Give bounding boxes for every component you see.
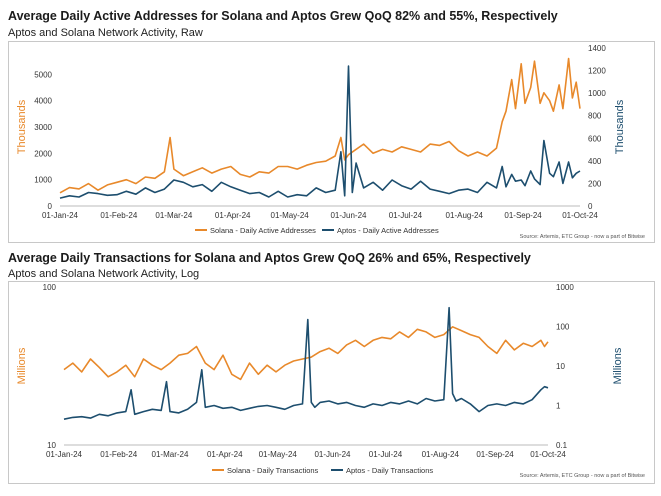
- chart1-x-tick-label: 01-Feb-24: [100, 211, 137, 220]
- chart2-series-line-aptos: [63, 306, 549, 420]
- chart1-series-line-solana: [59, 57, 581, 194]
- chart2-right-tick-label: 10: [556, 362, 565, 371]
- chart2-x-tick-label: 01-Jun-24: [314, 450, 351, 459]
- chart2-title: Average Daily Transactions for Solana an…: [8, 251, 531, 265]
- chart1-x-tick-label: 01-Apr-24: [215, 211, 251, 220]
- chart2-subtitle: Aptos and Solana Network Activity, Log: [8, 268, 200, 280]
- chart2-right-tick-label: 1: [556, 402, 561, 411]
- chart2-x-tick-label: 01-Jul-24: [369, 450, 403, 459]
- chart2-left-tick-label: 100: [43, 283, 57, 292]
- chart2-x-tick-label: 01-Jan-24: [46, 450, 83, 459]
- chart1-x-tick-label: 01-Sep-24: [504, 211, 542, 220]
- chart2-svg: 10 100 0.1 1 10 100 1000 01-Jan-24 01-Feb-24 01-M…: [16, 283, 645, 479]
- chart1-right-tick-label: 1200: [588, 67, 606, 76]
- chart1-right-tick-label: 1000: [588, 89, 606, 98]
- chart1-x-tick-label: 01-Aug-24: [446, 211, 484, 220]
- chart1-x-tick-label: 01-Mar-24: [155, 211, 192, 220]
- chart1-x-tick-label: 01-Jan-24: [42, 211, 79, 220]
- chart2-right-tick-label: 100: [556, 323, 570, 332]
- chart2-right-axis-title: Millions: [612, 347, 624, 384]
- chart1-right-tick-label: 200: [588, 179, 602, 188]
- chart2-right-tick-label: 1000: [556, 283, 574, 292]
- chart1-source-note: Source: Artemis, ETC Group - now a part …: [520, 234, 645, 240]
- chart2-x-tick-label: 01-Apr-24: [207, 450, 243, 459]
- chart1-series-line-aptos: [59, 65, 581, 199]
- chart1-right-tick-label: 0: [588, 202, 593, 211]
- chart2-left-axis-title: Millions: [16, 347, 28, 384]
- chart1-svg: 0 1000 2000 3000 4000 5000 0 200 400 600 800 1000 12…: [16, 44, 645, 240]
- chart1-x-tick-label: 01-Jul-24: [389, 211, 423, 220]
- chart1-left-axis-title: Thousands: [16, 99, 28, 154]
- chart2-x-tick-label: 01-Aug-24: [422, 450, 460, 459]
- chart1-x-tick-label: 01-May-24: [271, 211, 310, 220]
- chart2-right-tick-label: 0.1: [556, 441, 568, 450]
- chart1-legend-label-aptos: Aptos - Daily Active Addresses: [337, 226, 439, 235]
- chart2-x-tick-label: 01-Feb-24: [100, 450, 137, 459]
- chart1-legend-label-solana: Solana - Daily Active Addresses: [210, 226, 316, 235]
- chart1-left-tick-label: 5000: [34, 70, 52, 79]
- chart1-right-tick-label: 600: [588, 134, 602, 143]
- chart1-panel: 0 1000 2000 3000 4000 5000 0 200 400 600 800 1000 12…: [8, 41, 655, 243]
- chart1-left-tick-label: 3000: [34, 123, 52, 132]
- chart2-legend-label-aptos: Aptos - Daily Transactions: [346, 466, 433, 475]
- chart2-left-tick-label: 10: [47, 441, 56, 450]
- chart2-x-tick-label: 01-Mar-24: [152, 450, 189, 459]
- chart1-x-tick-label: 01-Jun-24: [330, 211, 367, 220]
- chart1-left-tick-label: 1000: [34, 176, 52, 185]
- chart2-x-tick-label: 01-Sep-24: [476, 450, 514, 459]
- chart1-title: Average Daily Active Addresses for Solan…: [8, 9, 558, 23]
- chart2-series-line-solana: [63, 325, 549, 381]
- chart2-legend-label-solana: Solana - Daily Transactions: [227, 466, 319, 475]
- chart1-right-tick-label: 1400: [588, 44, 606, 53]
- chart1-right-axis-title: Thousands: [614, 99, 626, 154]
- chart2-x-tick-label: 01-May-24: [259, 450, 298, 459]
- chart2-source-note: Source: Artemis, ETC Group - now a part …: [520, 473, 645, 479]
- chart1-right-tick-label: 400: [588, 157, 602, 166]
- chart1-x-tick-label: 01-Oct-24: [562, 211, 598, 220]
- chart1-right-tick-label: 800: [588, 112, 602, 121]
- chart1-subtitle: Aptos and Solana Network Activity, Raw: [8, 27, 203, 39]
- chart2-x-tick-label: 01-Oct-24: [530, 450, 566, 459]
- chart1-left-tick-label: 2000: [34, 149, 52, 158]
- chart1-left-tick-label: 4000: [34, 97, 52, 106]
- chart2-panel: 10 100 0.1 1 10 100 1000 01-Jan-24 01-Feb-24 01-M…: [8, 281, 655, 484]
- chart1-left-tick-label: 0: [48, 202, 53, 211]
